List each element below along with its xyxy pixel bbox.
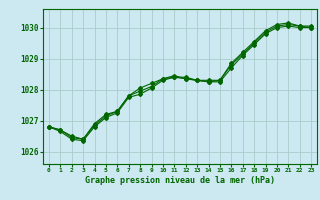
X-axis label: Graphe pression niveau de la mer (hPa): Graphe pression niveau de la mer (hPa) xyxy=(85,176,275,185)
